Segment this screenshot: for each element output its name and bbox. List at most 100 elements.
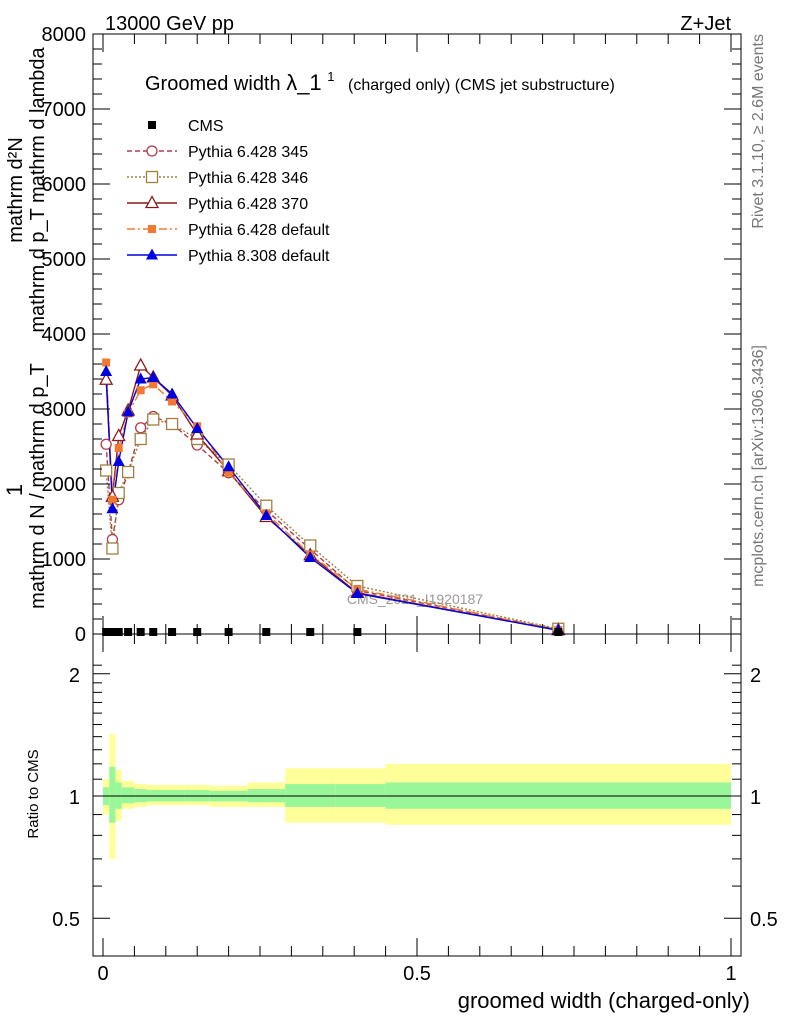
ratio-y-tick-label-left: 0.5 — [52, 909, 80, 931]
ratio-band-inner — [109, 766, 116, 823]
cms-data-point — [168, 628, 177, 636]
cms-data-point — [114, 628, 123, 636]
series-point-p8def — [147, 371, 160, 382]
main-y-tick-label: 8000 — [42, 24, 87, 46]
cms-data-point — [353, 628, 362, 636]
cms-data-point — [262, 628, 271, 636]
series-point-p8def — [122, 405, 135, 417]
ylabel-den2: mathrm d p_T mathrm d lambda — [27, 46, 49, 332]
legend-marker-cms — [148, 121, 156, 129]
ratio-y-tick-label-right: 0.5 — [750, 909, 778, 931]
title-sup: 1 — [327, 69, 334, 84]
ylabel-num: mathrm d²N — [5, 137, 27, 243]
main-y-tick-label: 5000 — [42, 249, 87, 271]
series-line-p346 — [105, 418, 559, 630]
series-point-p8def — [260, 509, 273, 520]
series-point-p8def — [100, 365, 113, 376]
series-point-p370 — [99, 371, 114, 385]
series-point-p8def — [134, 372, 147, 384]
main-y-tick-label: 0 — [75, 624, 86, 646]
title-lambda: λ_1 — [286, 70, 321, 95]
legend-label-p6def: Pythia 6.428 default — [188, 222, 330, 239]
main-ylabel: 1 mathrm d N / mathrm d p_T mathrm d²N m… — [2, 46, 49, 608]
main-y-tick-label: 3000 — [42, 399, 87, 421]
legend-label-p370: Pythia 6.428 370 — [188, 196, 308, 213]
main-y-tick-label: 6000 — [42, 174, 87, 196]
title-sub: (charged only) (CMS jet substructure) — [348, 77, 615, 94]
main-y-tick-label: 2000 — [42, 474, 87, 496]
series-point-p345 — [100, 438, 112, 450]
legend-label-p345: Pythia 6.428 345 — [188, 144, 308, 161]
ratio-panel-frame — [92, 633, 742, 957]
ratio-band-inner — [335, 784, 386, 807]
series-point-p8def — [106, 502, 119, 514]
legend: CMS Pythia 6.428 345 Pythia 6.428 346 Pythi… — [127, 118, 330, 265]
series-point-p6def — [102, 358, 111, 367]
series-point-p346 — [121, 465, 135, 479]
series-point-p8def — [191, 422, 204, 433]
cms-data-point — [306, 628, 315, 636]
legend-marker-p370 — [144, 195, 160, 209]
ratio-y-tick-label-left: 1 — [69, 787, 80, 809]
series-point-p6def — [168, 397, 177, 406]
series-point-p346 — [106, 542, 119, 555]
series-point-p8def — [112, 455, 125, 466]
ratio-bands — [103, 734, 731, 859]
legend-label-cms: CMS — [188, 118, 224, 135]
series-point-p346 — [165, 417, 179, 431]
cms-data-point — [102, 628, 111, 636]
ratio-ylabel: Ratio to CMS — [25, 749, 42, 838]
series-point-p8def — [351, 587, 364, 598]
series-line-p8def — [105, 371, 559, 631]
ratio-band-inner — [121, 787, 135, 804]
cms-data-points — [102, 628, 563, 636]
series-point-p8def — [222, 460, 235, 472]
ratio-y-tick-label-left: 2 — [69, 665, 80, 687]
ratio-band-inner — [285, 784, 336, 807]
ratio-y-tick-label-right: 2 — [750, 665, 761, 687]
series-point-p8def — [166, 387, 179, 399]
ylabel-den: mathrm d N / mathrm d p_T — [27, 363, 49, 609]
series-point-p346 — [134, 432, 147, 446]
header-left: 13000 GeV pp — [105, 13, 234, 35]
title-main: Groomed width — [145, 73, 281, 95]
series-point-p6def — [114, 444, 123, 452]
main-y-tick-label: 4000 — [42, 324, 87, 346]
main-y-tick-label: 7000 — [42, 99, 87, 121]
legend-marker-p346 — [145, 170, 159, 184]
cms-data-point — [136, 628, 145, 636]
ylabel-one: 1 — [2, 484, 27, 496]
x-axis-label: groomed width (charged-only) — [458, 988, 750, 1013]
side-rivet-label: Rivet 3.1.10, ≥ 2.6M events — [750, 34, 767, 229]
legend-label-p346: Pythia 6.428 346 — [188, 170, 308, 187]
series-point-p6def — [108, 495, 117, 504]
legend-marker-p345 — [146, 145, 158, 157]
series-point-p370 — [190, 426, 205, 440]
cms-data-point — [108, 628, 117, 636]
cms-data-point — [149, 628, 158, 636]
series-point-p6def — [136, 386, 145, 395]
x-tick-label: 0 — [97, 963, 108, 985]
x-tick-label: 0.5 — [403, 963, 431, 985]
legend-marker-p6def — [148, 225, 156, 233]
series-point-p346 — [99, 464, 113, 477]
series-point-p370 — [111, 428, 126, 442]
series-point-p8def — [304, 551, 317, 562]
header-right: Z+Jet — [680, 13, 731, 35]
series-line-p345 — [105, 415, 559, 631]
legend-label-p8def: Pythia 8.308 default — [188, 248, 330, 265]
legend-marker-p8def — [146, 248, 158, 260]
series-point-p346 — [147, 413, 160, 426]
series-point-p6def — [149, 380, 158, 389]
main-y-tick-label: 1000 — [42, 549, 87, 571]
cms-data-point — [124, 628, 133, 636]
ratio-y-tick-label-right: 1 — [750, 787, 761, 809]
main-series-markers — [99, 357, 566, 636]
side-mcplots-label: mcplots.cern.ch [arXiv:1306.3436] — [750, 345, 767, 587]
plot-title: Groomed width λ_1 1 (charged only) (CMS … — [145, 64, 615, 95]
cms-data-point — [554, 628, 563, 636]
axes: 0 1000 2000 3000 4000 5000 6000 7000 8000 0 0.5 1 0.… — [42, 24, 778, 985]
series-point-p370 — [133, 357, 148, 371]
series-point-p345 — [135, 422, 147, 434]
